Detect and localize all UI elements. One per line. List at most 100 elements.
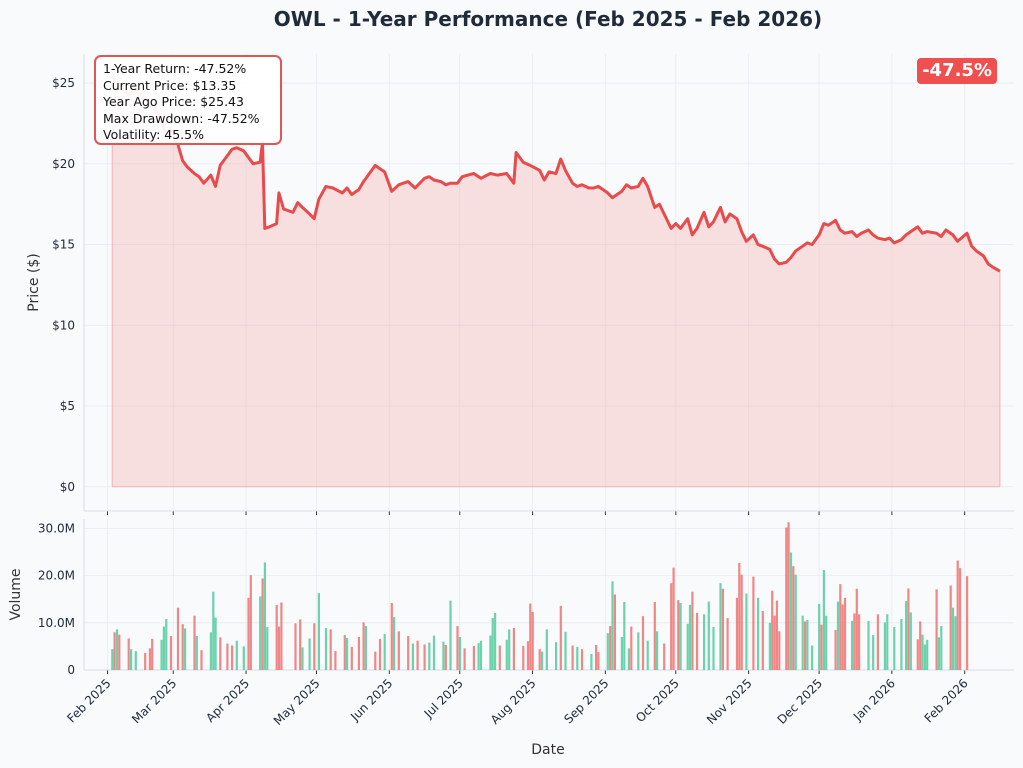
volume-bar bbox=[672, 567, 675, 670]
x-tick-label: Feb 2026 bbox=[922, 676, 971, 725]
volume-bar bbox=[775, 600, 778, 670]
volume-bar bbox=[148, 648, 151, 670]
stat-return: 1-Year Return: -47.52% bbox=[103, 61, 247, 76]
volume-bar bbox=[294, 623, 297, 670]
volume-bar bbox=[169, 636, 173, 670]
volume-bar bbox=[362, 622, 365, 670]
volume-bar bbox=[176, 607, 180, 670]
volume-bar bbox=[954, 616, 957, 670]
volume-bar bbox=[195, 636, 198, 670]
volume-bar bbox=[768, 622, 771, 670]
volume-bar bbox=[937, 637, 940, 670]
volume-bar bbox=[872, 635, 875, 670]
x-tick-label: Feb 2025 bbox=[64, 676, 113, 725]
volume-bar bbox=[226, 643, 229, 670]
volume-tick-label: 30.0M bbox=[38, 521, 75, 535]
volume-bar bbox=[858, 614, 861, 670]
volume-bar bbox=[111, 649, 114, 670]
volume-bar bbox=[916, 639, 919, 670]
volume-bar bbox=[113, 632, 116, 671]
volume-bar bbox=[606, 633, 609, 670]
volume-bar bbox=[843, 597, 847, 670]
volume-bar bbox=[611, 581, 614, 670]
price-tick-label: $20 bbox=[52, 157, 75, 171]
volume-bar bbox=[778, 631, 781, 670]
volume-bar bbox=[794, 574, 797, 670]
volume-bar bbox=[541, 651, 544, 670]
price-panel: $0 $5 $10 $15 $20 $25 Price ($) bbox=[26, 54, 1014, 515]
volume-bar bbox=[721, 588, 724, 670]
volume-bar bbox=[707, 601, 710, 670]
volume-bar bbox=[162, 626, 165, 670]
volume-bar bbox=[921, 634, 924, 670]
volume-tick-label: 20.0M bbox=[38, 569, 75, 583]
volume-bar bbox=[818, 603, 821, 670]
volume-bar bbox=[703, 614, 706, 670]
price-tick-label: $10 bbox=[52, 318, 75, 332]
volume-bar bbox=[219, 637, 222, 670]
volume-bar bbox=[886, 614, 889, 670]
stat-current-price: Current Price: $13.35 bbox=[103, 77, 237, 93]
volume-bar bbox=[609, 626, 612, 670]
volume-bar bbox=[801, 615, 804, 670]
volume-bar bbox=[686, 623, 689, 670]
volume-bar bbox=[242, 646, 245, 670]
volume-tick-label: 0 bbox=[67, 663, 75, 677]
volume-bar bbox=[458, 637, 461, 670]
volume-bar bbox=[383, 634, 386, 670]
volume-bar bbox=[247, 597, 250, 670]
volume-bar bbox=[299, 619, 302, 670]
volume-bar bbox=[498, 645, 501, 670]
volume-bar bbox=[855, 588, 858, 670]
volume-bar bbox=[118, 634, 121, 670]
volume-bar bbox=[804, 621, 807, 670]
volume-bar bbox=[623, 602, 626, 670]
x-tick-label: Apr 2025 bbox=[203, 676, 252, 725]
volume-bar bbox=[489, 635, 492, 670]
chart-title: OWL - 1-Year Performance (Feb 2025 - Feb… bbox=[274, 7, 822, 31]
volume-bar bbox=[923, 644, 926, 670]
volume-bar bbox=[926, 639, 929, 670]
volume-bar bbox=[209, 632, 212, 671]
volume-bar bbox=[883, 622, 886, 670]
volume-bar bbox=[620, 637, 623, 670]
volume-bar bbox=[463, 648, 466, 670]
volume-bar bbox=[966, 576, 969, 670]
volume-bar bbox=[841, 604, 844, 670]
x-tick-label: Sep 2025 bbox=[561, 676, 611, 726]
volume-bar bbox=[350, 646, 353, 670]
volume-bar bbox=[679, 603, 682, 670]
volume-bar bbox=[820, 624, 823, 670]
volume-bar bbox=[512, 628, 515, 670]
stat-year-ago-price: Year Ago Price: $25.43 bbox=[103, 94, 244, 109]
volume-bar bbox=[235, 640, 238, 670]
volume-bar bbox=[115, 629, 119, 670]
stat-volatility: Volatility: 45.5% bbox=[103, 127, 204, 142]
volume-bar bbox=[407, 636, 410, 670]
price-tick-label: $5 bbox=[60, 399, 75, 413]
volume-bar bbox=[738, 562, 741, 670]
volume-bar bbox=[301, 647, 304, 670]
volume-bar bbox=[357, 637, 360, 670]
volume-bar bbox=[834, 629, 837, 670]
x-axis-label: Date bbox=[531, 742, 564, 758]
volume-bar bbox=[761, 611, 764, 670]
volume-bar bbox=[555, 642, 558, 670]
volume-bar bbox=[280, 602, 283, 670]
volume-bar bbox=[677, 600, 680, 670]
volume-y-axis-label: Volume bbox=[8, 568, 24, 620]
volume-bar bbox=[538, 649, 541, 670]
volume-bar bbox=[449, 600, 452, 670]
x-tick-label: Nov 2025 bbox=[704, 676, 755, 727]
volume-bar bbox=[735, 597, 739, 670]
volume-bar bbox=[491, 618, 494, 670]
volume-bar bbox=[839, 584, 842, 670]
stat-max-drawdown: Max Drawdown: -47.52% bbox=[103, 110, 260, 126]
volume-bar bbox=[900, 619, 903, 670]
volume-bar bbox=[364, 626, 367, 670]
volume-bar bbox=[127, 638, 130, 670]
volume-bar bbox=[787, 522, 790, 670]
x-tick-label: Oct 2025 bbox=[633, 676, 682, 725]
volume-bar bbox=[479, 640, 483, 670]
volume-bar bbox=[851, 620, 854, 670]
